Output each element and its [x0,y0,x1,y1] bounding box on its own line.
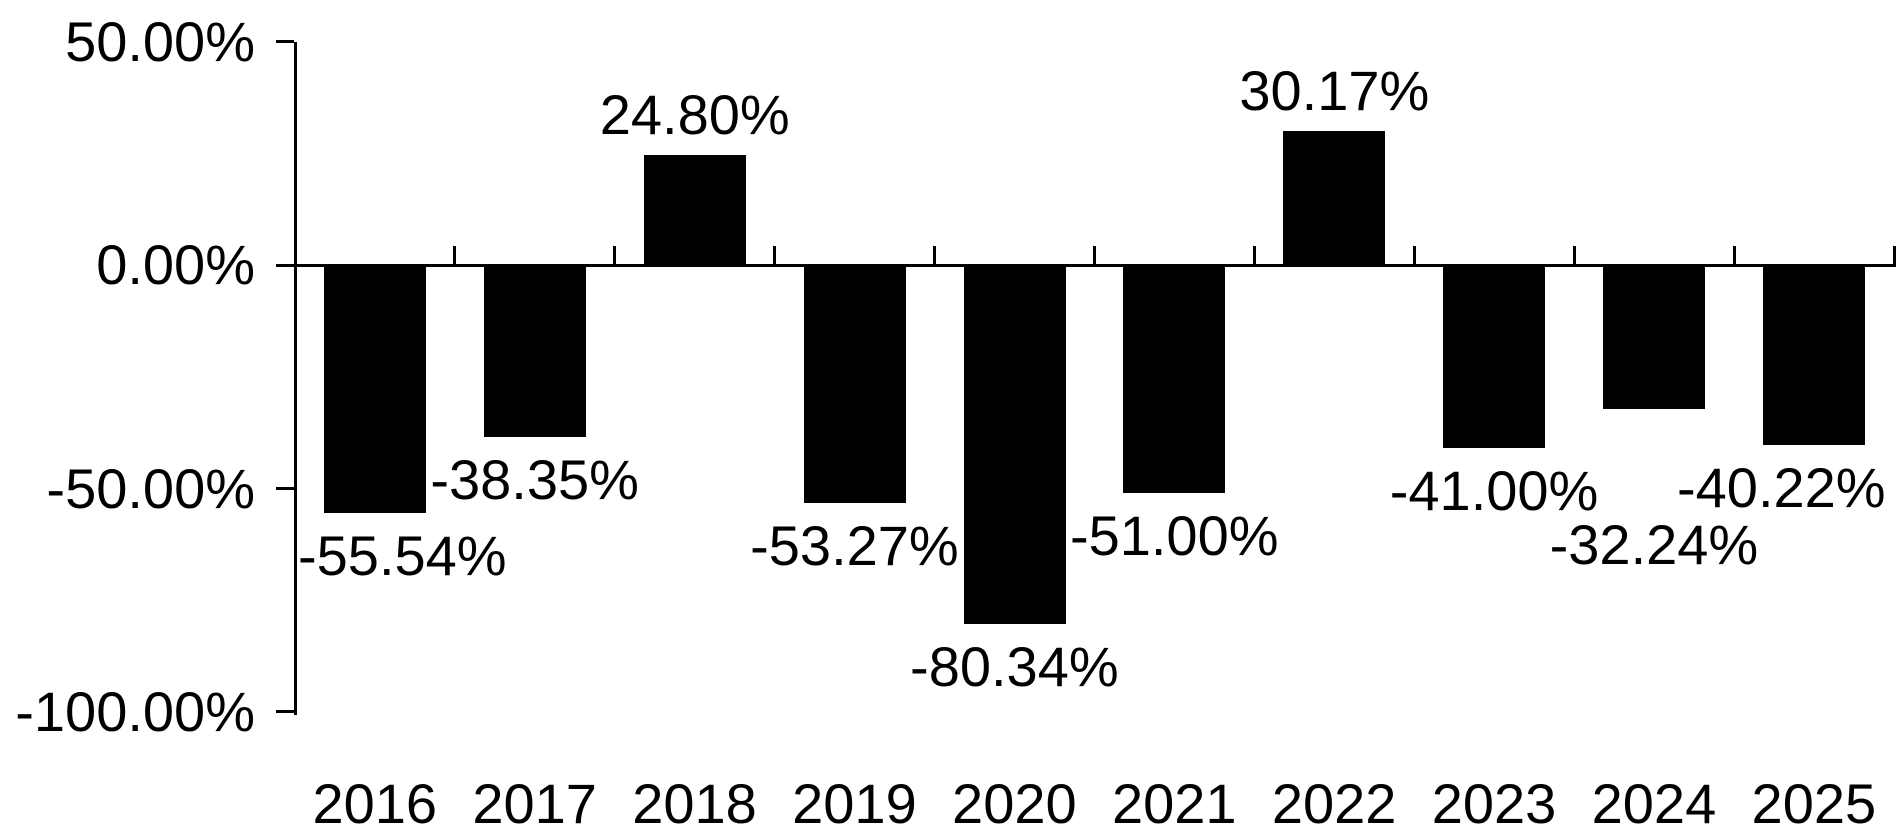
x-axis-tick [773,245,777,264]
y-tick-label: 50.00% [65,9,255,73]
x-category-label: 2023 [1431,772,1557,833]
bar-data-label: -80.34% [910,635,1119,699]
x-axis-tick [613,245,617,264]
x-category-label: 2021 [1111,772,1237,833]
x-axis-tick [1572,245,1576,264]
bar [1603,266,1706,410]
bar [1283,130,1386,264]
bar-data-label: -53.27% [750,514,959,578]
x-axis-tick [1892,245,1896,264]
bar-data-label: -38.35% [430,447,639,511]
y-tick-label: -50.00% [46,456,255,520]
y-axis-tick [275,710,294,714]
x-category-label: 2018 [632,772,757,833]
x-axis-tick [1093,245,1096,264]
y-tick-label: 0.00% [96,233,255,297]
bar-data-label: 24.80% [599,83,790,147]
y-axis-line [293,41,297,715]
x-axis-tick [1732,245,1736,264]
x-category-label: 2017 [472,772,597,833]
x-category-label: 2022 [1271,772,1397,833]
x-axis-tick [1252,245,1256,264]
y-axis-tick [275,263,294,267]
x-axis-tick [1412,245,1416,264]
bar [803,266,906,504]
bar [1443,266,1546,449]
bar [1763,266,1866,445]
x-category-label: 2024 [1591,772,1717,833]
bar-data-label: -41.00% [1389,459,1599,523]
bar [1123,266,1226,494]
x-category-label: 2020 [952,772,1077,833]
y-axis-tick [275,487,294,491]
x-axis-tick [293,245,297,264]
x-axis-tick [933,245,937,264]
y-tick-label: -100.00% [15,679,255,743]
bar [483,266,586,437]
x-category-label: 2016 [312,772,438,833]
bar-data-label: -51.00% [1069,504,1279,568]
x-category-label: 2019 [792,772,917,833]
bar [963,266,1066,625]
bar-data-label: -55.54% [298,524,507,588]
x-category-label: 2025 [1751,772,1877,833]
bar [323,266,426,514]
bar-data-label: -32.24% [1549,513,1759,577]
x-axis-tick [453,245,457,264]
bar-data-label: 30.17% [1239,59,1430,123]
bar-data-label: -40.22% [1677,455,1886,519]
x-axis-line [293,263,1896,267]
bar [643,154,746,264]
y-axis-tick [275,40,294,44]
